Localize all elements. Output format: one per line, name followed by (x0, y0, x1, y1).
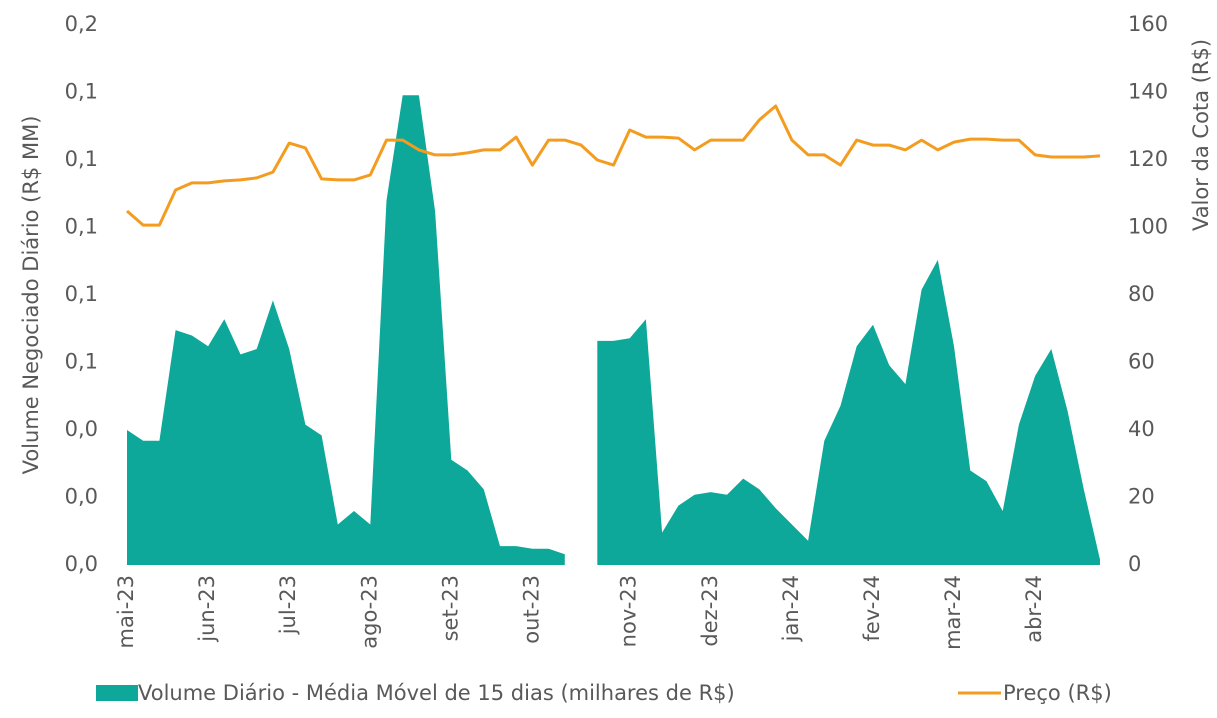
y2-tick-label: 120 (1128, 147, 1168, 171)
y2-tick-label: 40 (1128, 417, 1155, 441)
y-tick-label: 0,1 (65, 80, 98, 104)
y2-tick-label: 160 (1128, 12, 1168, 36)
y-tick-label: 0,0 (65, 552, 98, 576)
y2-tick-label: 80 (1128, 282, 1155, 306)
y-tick-label: 0,0 (65, 417, 98, 441)
legend-label: Preço (R$) (1003, 681, 1112, 705)
x-tick-label: abr-24 (1022, 575, 1046, 643)
x-tick-label: mar-24 (941, 575, 965, 650)
area-series (127, 95, 1100, 565)
y2-tick-label: 140 (1128, 80, 1168, 104)
x-tick-label: out-23 (519, 575, 543, 644)
y-tick-label: 0,1 (65, 215, 98, 239)
legend-label: Volume Diário - Média Móvel de 15 dias (… (138, 681, 735, 705)
x-tick-label: nov-23 (617, 575, 641, 647)
y2-tick-label: 100 (1128, 215, 1168, 239)
y-tick-label: 0,2 (65, 12, 98, 36)
x-tick-label: mai-23 (114, 575, 138, 648)
legend-swatch (96, 685, 138, 701)
x-tick-label: jul-23 (276, 575, 300, 635)
y2-tick-label: 0 (1128, 552, 1141, 576)
x-tick-label: set-23 (438, 575, 462, 641)
x-tick-label: fev-24 (860, 575, 884, 641)
x-tick-label: ago-23 (357, 575, 381, 649)
y-axis-label: Volume Negociado Diário (R$ MM) (19, 116, 43, 475)
y2-axis-label: Valor da Cota (R$) (1189, 39, 1213, 231)
line-series (126, 104, 1101, 227)
x-tick-label: jan-24 (779, 575, 803, 642)
y-tick-label: 0,1 (65, 350, 98, 374)
y2-tick-label: 60 (1128, 350, 1155, 374)
y2-tick-label: 20 (1128, 485, 1155, 509)
x-tick-label: jun-23 (195, 575, 219, 643)
y-tick-label: 0,1 (65, 147, 98, 171)
y-tick-label: 0,1 (65, 282, 98, 306)
y-tick-label: 0,0 (65, 485, 98, 509)
x-tick-label: dez-23 (698, 575, 722, 647)
